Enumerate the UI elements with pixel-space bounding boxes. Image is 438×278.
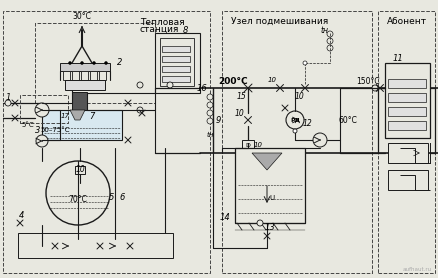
Circle shape — [207, 118, 213, 124]
Text: 15: 15 — [237, 91, 247, 101]
Text: 150°С: 150°С — [356, 76, 380, 86]
Text: 10: 10 — [268, 77, 276, 83]
Circle shape — [207, 102, 213, 108]
Text: 4: 4 — [19, 212, 25, 220]
Bar — [388, 121, 426, 130]
Circle shape — [137, 107, 143, 113]
Circle shape — [313, 133, 327, 147]
Bar — [162, 66, 190, 72]
Circle shape — [293, 129, 297, 133]
Bar — [35, 23, 155, 103]
Text: 12: 12 — [303, 118, 313, 128]
Text: 10: 10 — [75, 165, 85, 175]
Bar — [378, 11, 435, 273]
Bar — [388, 79, 426, 88]
Circle shape — [105, 61, 107, 64]
Circle shape — [327, 45, 333, 51]
Bar — [3, 11, 210, 273]
Text: 70°С: 70°С — [69, 195, 88, 205]
Text: 10: 10 — [235, 108, 245, 118]
Bar — [242, 140, 254, 150]
Polygon shape — [252, 153, 282, 170]
Circle shape — [46, 161, 110, 225]
Bar — [160, 38, 194, 86]
Bar — [90, 71, 97, 80]
Circle shape — [92, 61, 95, 64]
Bar — [222, 11, 372, 273]
Circle shape — [286, 111, 304, 129]
Circle shape — [36, 135, 48, 147]
Text: 16: 16 — [197, 83, 207, 93]
Circle shape — [207, 110, 213, 116]
Bar — [81, 71, 88, 80]
Text: 50–75°С: 50–75°С — [40, 127, 70, 133]
Bar — [20, 95, 68, 123]
Text: 10: 10 — [295, 91, 305, 101]
Circle shape — [108, 239, 122, 253]
Circle shape — [303, 61, 307, 65]
Bar — [162, 46, 190, 52]
Circle shape — [81, 61, 84, 64]
Text: 30°С: 30°С — [73, 11, 92, 21]
Text: станция: станция — [140, 24, 180, 34]
Text: РД: РД — [290, 117, 300, 123]
Text: 5: 5 — [110, 193, 115, 202]
Text: tн: tн — [206, 132, 214, 138]
Text: D: D — [246, 143, 251, 148]
Text: Тепловая: Тепловая — [140, 18, 185, 26]
Circle shape — [5, 100, 11, 106]
Circle shape — [167, 82, 173, 88]
Text: Абонент: Абонент — [387, 16, 427, 26]
Circle shape — [327, 31, 333, 37]
Bar — [162, 56, 190, 62]
Text: 6: 6 — [119, 193, 125, 202]
Bar — [388, 143, 428, 163]
Text: 7: 7 — [89, 111, 95, 120]
Bar — [235, 148, 305, 223]
Bar — [65, 80, 105, 90]
Bar — [72, 92, 87, 112]
Text: 3: 3 — [35, 125, 41, 135]
Circle shape — [137, 82, 143, 88]
Text: 1: 1 — [5, 93, 11, 101]
Text: 2: 2 — [117, 58, 123, 66]
Bar — [42, 110, 122, 140]
Circle shape — [35, 103, 49, 117]
Text: tн: tн — [321, 26, 329, 34]
Bar — [388, 170, 428, 190]
Bar — [388, 93, 426, 102]
Bar — [75, 166, 85, 174]
Text: 14: 14 — [219, 214, 230, 222]
Bar — [18, 233, 173, 258]
Text: 9: 9 — [216, 115, 221, 125]
Text: 60°С: 60°С — [339, 115, 357, 125]
Bar — [388, 107, 426, 116]
Bar — [60, 63, 110, 71]
Text: 17: 17 — [61, 113, 70, 119]
Text: 8: 8 — [182, 26, 188, 34]
Text: 5°С: 5°С — [22, 122, 34, 128]
Bar — [155, 33, 200, 93]
Circle shape — [327, 38, 333, 44]
Circle shape — [68, 61, 71, 64]
Text: 13: 13 — [265, 224, 276, 232]
Text: 10: 10 — [254, 142, 262, 148]
Circle shape — [257, 220, 263, 226]
Circle shape — [207, 94, 213, 100]
Text: aufhaut.ru: aufhaut.ru — [403, 267, 432, 272]
Bar — [99, 71, 106, 80]
Bar — [385, 63, 430, 138]
Text: 200°С: 200°С — [218, 76, 248, 86]
Bar — [72, 71, 79, 80]
Bar — [63, 71, 70, 80]
Text: U: U — [269, 195, 275, 201]
Circle shape — [372, 85, 378, 91]
Text: 11: 11 — [392, 53, 403, 63]
Text: Узел подмешивания: Узел подмешивания — [231, 16, 328, 26]
Polygon shape — [70, 110, 85, 120]
Circle shape — [61, 239, 75, 253]
Bar — [162, 76, 190, 82]
